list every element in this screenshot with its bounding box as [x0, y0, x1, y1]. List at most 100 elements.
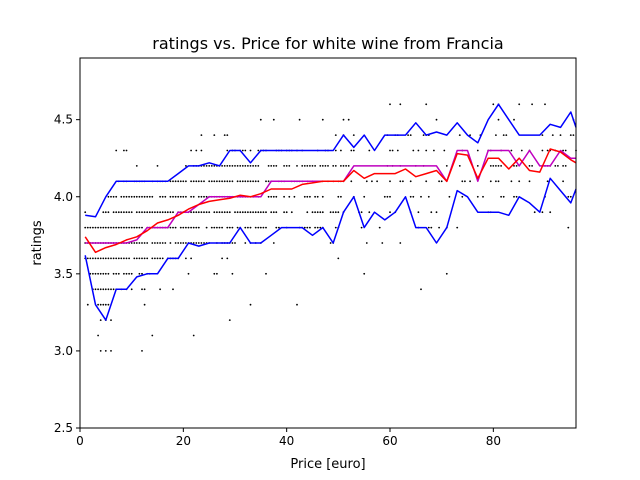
scatter-point [337, 211, 340, 214]
scatter-point [192, 195, 195, 198]
scatter-point [102, 226, 105, 229]
scatter-point [272, 118, 275, 121]
scatter-point [337, 257, 340, 260]
scatter-point [303, 226, 306, 229]
x-axis-label: Price [euro] [290, 457, 365, 472]
scatter-point [185, 180, 187, 183]
scatter-point [185, 242, 187, 244]
scatter-point [365, 180, 368, 183]
scatter-point [177, 180, 180, 183]
scatter-point [272, 242, 275, 244]
scatter-point [443, 149, 446, 152]
scatter-point [203, 195, 205, 198]
y-tick-label: 3.0 [54, 344, 73, 358]
scatter-point [365, 242, 368, 244]
scatter-point [117, 226, 120, 229]
axes-frame [79, 57, 577, 429]
scatter-point [104, 350, 107, 352]
scatter-point [169, 242, 172, 244]
scatter-point [205, 165, 208, 167]
scatter-point [182, 242, 185, 244]
scatter-point [104, 257, 107, 260]
scatter-point [399, 242, 402, 244]
scatter-point [151, 257, 154, 260]
scatter-point [218, 180, 221, 183]
scatter-point [350, 149, 353, 152]
scatter-point [495, 134, 497, 137]
scatter-point [518, 103, 521, 106]
scatter-point [159, 288, 162, 291]
scatter-point [324, 165, 327, 167]
scatter-point [476, 195, 479, 198]
scatter-point [319, 165, 322, 167]
scatter-point [99, 319, 102, 321]
scatter-point [172, 195, 174, 198]
scatter-point [249, 149, 252, 152]
scatter-point [133, 257, 136, 260]
scatter-point [278, 226, 280, 229]
scatter-point [135, 242, 138, 244]
scatter-point [332, 211, 335, 214]
scatter-point [94, 272, 97, 275]
scatter-point [497, 118, 500, 121]
scatter-point [107, 272, 110, 275]
scatter-point [94, 226, 97, 229]
scatter-point [334, 226, 337, 229]
scatter-point [205, 226, 208, 229]
scatter-point [430, 226, 433, 229]
scatter-point [417, 149, 420, 152]
scatter-point [505, 134, 508, 137]
scatter-point [389, 103, 391, 106]
scatter-point [495, 165, 497, 167]
scatter-point [386, 195, 389, 198]
scatter-point [185, 226, 187, 229]
scatter-point [218, 211, 221, 214]
scatter-point [448, 195, 451, 198]
scatter-point [562, 180, 564, 183]
scatter-point [497, 165, 500, 167]
scatter-point [321, 118, 324, 121]
scatter-point [257, 226, 260, 229]
scatter-point [213, 272, 216, 275]
scatter-point [182, 226, 185, 229]
scatter-point [125, 226, 128, 229]
lower-band-line [84, 177, 577, 321]
scatter-point [210, 226, 213, 229]
scatter-point [97, 303, 99, 306]
scatter-point [125, 149, 128, 152]
scatter-point [296, 303, 298, 306]
scatter-point [497, 180, 500, 183]
scatter-point [554, 165, 557, 167]
scatter-point [241, 165, 244, 167]
scatter-point [200, 242, 203, 244]
scatter-point [562, 165, 564, 167]
scatter-point [254, 211, 257, 214]
scatter-point [231, 180, 234, 183]
scatter-point [138, 257, 141, 260]
scatter-point [425, 103, 428, 106]
scatter-point [223, 211, 226, 214]
scatter-point [216, 226, 218, 229]
scatter-point [104, 303, 107, 306]
scatter-point [247, 211, 249, 214]
scatter-point [187, 226, 190, 229]
scatter-point [376, 180, 378, 183]
scatter-point [123, 226, 125, 229]
scatter-point [97, 334, 99, 337]
scatter-point [541, 211, 544, 214]
x-tick-label: 40 [279, 434, 294, 448]
scatter-point [226, 134, 229, 137]
scatter-point [130, 272, 133, 275]
scatter-point [110, 350, 112, 352]
scatter-point [130, 288, 133, 291]
scatter-point [221, 211, 224, 214]
scatter-point [347, 165, 350, 167]
scatter-point [99, 226, 102, 229]
scatter-point [195, 180, 198, 183]
scatter-point [89, 257, 92, 260]
mean-line [84, 148, 577, 254]
scatter-point [177, 242, 180, 244]
scatter-point [301, 165, 304, 167]
scatter-point [440, 180, 443, 183]
